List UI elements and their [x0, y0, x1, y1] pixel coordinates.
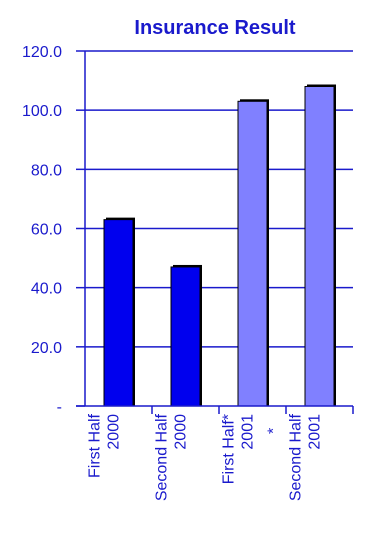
bar-0 — [103, 219, 134, 407]
chart-title: Insurance Result — [134, 17, 296, 39]
y-tick-label: 100.0 — [22, 103, 62, 120]
x-tick-label: 2000 — [106, 414, 123, 450]
x-tick-label: 2001 — [240, 414, 257, 450]
x-tick-label: First Half* — [221, 414, 238, 484]
x-tick-label: * — [266, 428, 283, 434]
y-axis-tick-labels: - 20.0 40.0 60.0 80.0 100.0 120.0 — [22, 44, 62, 416]
y-tick-label: 20.0 — [31, 340, 62, 357]
bar-1 — [170, 266, 201, 407]
y-tick-label: - — [57, 399, 62, 416]
y-tick-label: 60.0 — [31, 222, 62, 239]
x-axis-tick-labels: First Half 2000 Second Half 2000 First Half*… — [87, 413, 324, 501]
y-tick-label: 40.0 — [31, 281, 62, 298]
bars — [103, 84, 336, 407]
bar-2 — [237, 100, 268, 407]
x-tick-label: 2000 — [173, 414, 190, 450]
axes — [76, 50, 354, 414]
y-tick-label: 80.0 — [31, 162, 62, 179]
x-tick-label: 2001 — [307, 414, 324, 450]
x-tick-label: Second Half — [154, 413, 171, 501]
y-tick-label: 120.0 — [22, 44, 62, 61]
x-tick-label: First Half — [87, 413, 104, 478]
x-tick-label: Second Half — [288, 413, 305, 501]
bar-3 — [304, 86, 335, 407]
